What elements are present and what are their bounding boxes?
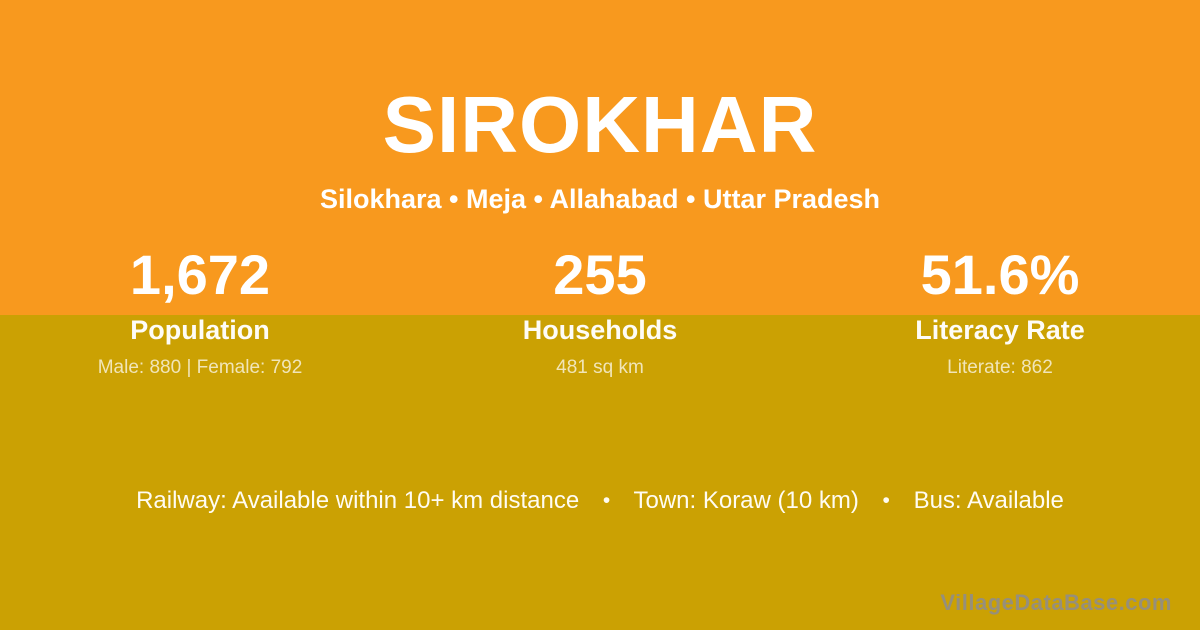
stat-households: 255 Households 481 sq km — [400, 244, 800, 379]
card-header: SIROKHAR Silokhara • Meja • Allahabad • … — [0, 80, 1200, 215]
households-label: Households — [522, 315, 678, 345]
watermark: VillageDataBase.com — [940, 590, 1172, 615]
literacy-detail: Literate: 862 — [947, 357, 1053, 378]
bus-info: Bus: Available — [913, 487, 1064, 514]
households-value: 255 — [553, 243, 647, 306]
town-info: Town: Koraw (10 km) — [633, 487, 859, 514]
bullet-separator: • — [602, 489, 611, 512]
stats-row: 1,672 Population Male: 880 | Female: 792… — [0, 244, 1200, 379]
stat-population: 1,672 Population Male: 880 | Female: 792 — [0, 244, 400, 379]
village-breadcrumb: Silokhara • Meja • Allahabad • Uttar Pra… — [319, 184, 881, 214]
stat-literacy-rate: 51.6% Literacy Rate Literate: 862 — [800, 244, 1200, 379]
literacy-value: 51.6% — [920, 243, 1080, 306]
railway-info: Railway: Available within 10+ km distanc… — [136, 487, 580, 514]
amenities-line: Railway: Available within 10+ km distanc… — [0, 486, 1200, 516]
population-detail: Male: 880 | Female: 792 — [97, 357, 303, 378]
village-title: SIROKHAR — [382, 80, 818, 169]
population-value: 1,672 — [129, 243, 271, 306]
households-detail: 481 sq km — [556, 357, 644, 378]
bullet-separator: • — [882, 489, 890, 512]
literacy-label: Literacy Rate — [915, 315, 1085, 345]
population-label: Population — [130, 315, 270, 345]
